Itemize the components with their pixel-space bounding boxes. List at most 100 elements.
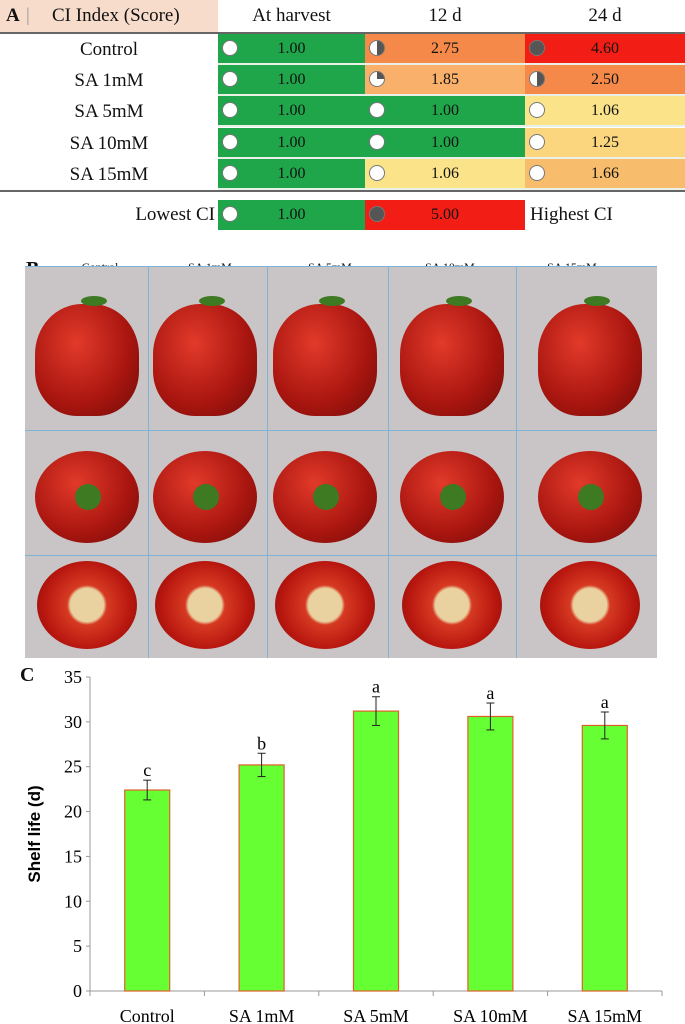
y-tick-label: 5	[73, 936, 82, 956]
divider: |	[26, 5, 30, 26]
bar	[467, 715, 514, 992]
ci-cell: 1.25	[525, 127, 685, 159]
pepper-stem	[199, 296, 225, 306]
ci-cell: 1.06	[365, 158, 525, 190]
significance-letter: c	[143, 760, 151, 780]
pepper-cross-section	[155, 561, 255, 649]
ci-cell: 2.50	[525, 65, 685, 97]
ci-value: 1.06	[591, 102, 619, 120]
ci-value: 1.00	[277, 40, 306, 57]
ci-cell: 2.75	[365, 34, 525, 65]
header-at-harvest: At harvest	[252, 5, 331, 26]
pepper-stem	[578, 484, 604, 510]
ci-value: 1.00	[277, 133, 306, 151]
header-24d: 24 d	[588, 5, 622, 26]
panel-c-label: C	[20, 664, 35, 686]
pepper-stem	[193, 484, 219, 510]
legend-lowest-label: Lowest CI	[135, 204, 215, 225]
legend-lowest-cell: 1.00	[218, 200, 365, 230]
legend-highest-cell: 5.00	[365, 200, 525, 230]
quarter-circle-icon	[369, 71, 385, 88]
grid-line	[25, 555, 657, 556]
ci-value: 1.85	[431, 71, 459, 89]
full-circle-icon	[529, 40, 545, 56]
x-tick-label: SA 5mM	[343, 1006, 409, 1024]
grid-line	[388, 266, 389, 658]
pepper-stem	[440, 484, 466, 510]
y-tick-label: 0	[73, 981, 82, 1001]
empty-circle-icon	[222, 164, 238, 181]
y-tick-label: 15	[64, 846, 82, 866]
ci-value: 2.50	[591, 71, 619, 89]
significance-letter: a	[486, 683, 494, 703]
half-circle-icon	[369, 40, 385, 56]
pepper-cross-section	[540, 561, 640, 649]
panel-a-label: A	[6, 5, 20, 26]
empty-circle-icon	[369, 133, 385, 150]
ci-cell: 1.00	[218, 65, 365, 97]
ci-cell: 1.00	[365, 127, 525, 159]
legend-high-value: 5.00	[431, 206, 459, 223]
pepper-stem	[313, 484, 339, 510]
y-tick-label: 25	[64, 757, 82, 777]
pepper-photo-grid	[25, 266, 657, 658]
grid-line	[25, 430, 657, 431]
pepper-stem	[584, 296, 610, 306]
ci-value: 1.00	[431, 102, 459, 120]
bottom-rule	[0, 190, 685, 192]
row-label: SA 1mM	[74, 70, 144, 92]
significance-letter: a	[601, 692, 609, 712]
ci-cell: 1.00	[365, 96, 525, 128]
x-tick-label: SA 15mM	[568, 1006, 643, 1024]
ci-cell: 1.00	[218, 127, 365, 159]
row-label: SA 5mM	[74, 101, 144, 123]
pepper-stem	[75, 484, 101, 510]
empty-circle-icon	[222, 102, 238, 119]
ci-value: 1.06	[431, 164, 459, 182]
y-tick-label: 35	[64, 667, 82, 687]
ci-value: 1.00	[431, 133, 459, 151]
significance-letter: b	[257, 733, 266, 753]
ci-value: 4.60	[591, 40, 619, 57]
significance-letter: a	[372, 677, 380, 697]
grid-line	[148, 266, 149, 658]
grid-line	[25, 266, 657, 267]
x-tick-label: SA 10mM	[453, 1006, 528, 1024]
legend-low-value: 1.00	[277, 206, 306, 223]
full-circle-icon	[369, 206, 385, 222]
row-label: Control	[79, 39, 139, 60]
header-label-bg	[0, 0, 218, 32]
ci-value: 1.00	[277, 102, 306, 120]
row-label: SA 10mM	[69, 132, 149, 154]
y-tick-label: 30	[64, 712, 82, 732]
y-tick-label: 10	[64, 891, 82, 911]
empty-circle-icon	[222, 71, 238, 88]
bar	[352, 710, 400, 992]
pepper-stem	[446, 296, 472, 306]
pepper-cross-section	[275, 561, 375, 649]
empty-circle-icon	[222, 206, 238, 222]
empty-circle-icon	[529, 102, 545, 119]
pepper-stem	[319, 296, 345, 306]
pepper-cross-section	[402, 561, 502, 649]
pepper-cross-section	[37, 561, 137, 649]
ci-value: 2.75	[431, 40, 459, 57]
pepper-side	[273, 304, 377, 416]
bar	[581, 724, 628, 992]
bar	[124, 789, 171, 992]
grid-line	[267, 266, 268, 658]
ci-cell: 1.06	[525, 96, 685, 128]
empty-circle-icon	[222, 133, 238, 150]
ci-value: 1.25	[591, 133, 619, 151]
pepper-side	[153, 304, 257, 416]
header-12d: 12 d	[428, 5, 462, 26]
x-tick-label: SA 1mM	[229, 1006, 295, 1024]
ci-cell: 1.00	[218, 158, 365, 190]
pepper-side	[538, 304, 642, 416]
ci-cell: 1.85	[365, 65, 525, 97]
bar	[238, 764, 285, 992]
empty-circle-icon	[529, 164, 545, 181]
ci-cell: 4.60	[525, 34, 685, 65]
ci-cell: 1.00	[218, 96, 365, 128]
ci-value: 1.66	[591, 164, 619, 182]
